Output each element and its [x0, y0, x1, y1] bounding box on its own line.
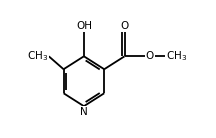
Text: CH$_3$: CH$_3$ [166, 49, 187, 63]
Text: O: O [146, 51, 154, 61]
Text: N: N [80, 107, 88, 117]
Text: OH: OH [76, 21, 92, 31]
Text: O: O [121, 21, 129, 31]
Text: CH$_3$: CH$_3$ [27, 49, 48, 63]
